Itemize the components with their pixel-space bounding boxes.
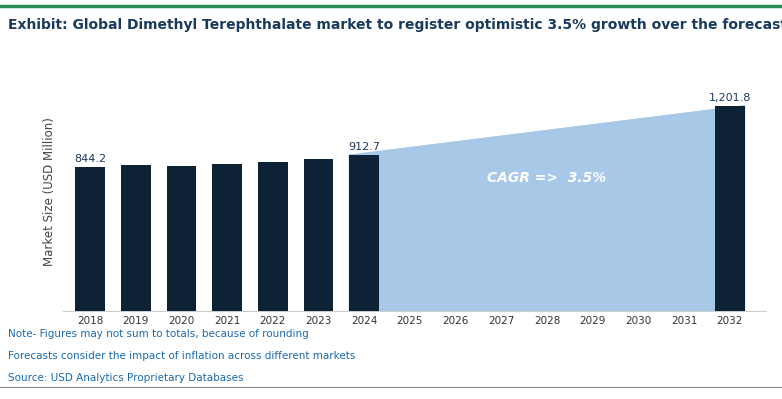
Text: 1,201.8: 1,201.8 [708, 93, 751, 103]
Text: CAGR =>  3.5%: CAGR => 3.5% [487, 171, 607, 185]
Text: 912.7: 912.7 [348, 142, 380, 152]
Bar [303, 158, 333, 311]
Bar [715, 106, 744, 311]
Text: Forecasts consider the impact of inflation across different markets: Forecasts consider the impact of inflati… [8, 351, 355, 361]
Bar [121, 164, 150, 311]
Text: Note- Figures may not sum to totals, because of rounding: Note- Figures may not sum to totals, bec… [8, 329, 309, 339]
Bar [167, 166, 196, 311]
Bar [350, 155, 379, 311]
Bar [258, 162, 288, 311]
Bar [75, 167, 105, 311]
Text: Exhibit: Global Dimethyl Terephthalate market to register optimistic 3.5% growth: Exhibit: Global Dimethyl Terephthalate m… [8, 18, 782, 32]
Polygon shape [350, 106, 744, 311]
Bar [212, 164, 242, 311]
Text: 844.2: 844.2 [74, 154, 106, 164]
Y-axis label: Market Size (USD Million): Market Size (USD Million) [42, 117, 56, 266]
Text: Source: USD Analytics Proprietary Databases: Source: USD Analytics Proprietary Databa… [8, 373, 243, 383]
